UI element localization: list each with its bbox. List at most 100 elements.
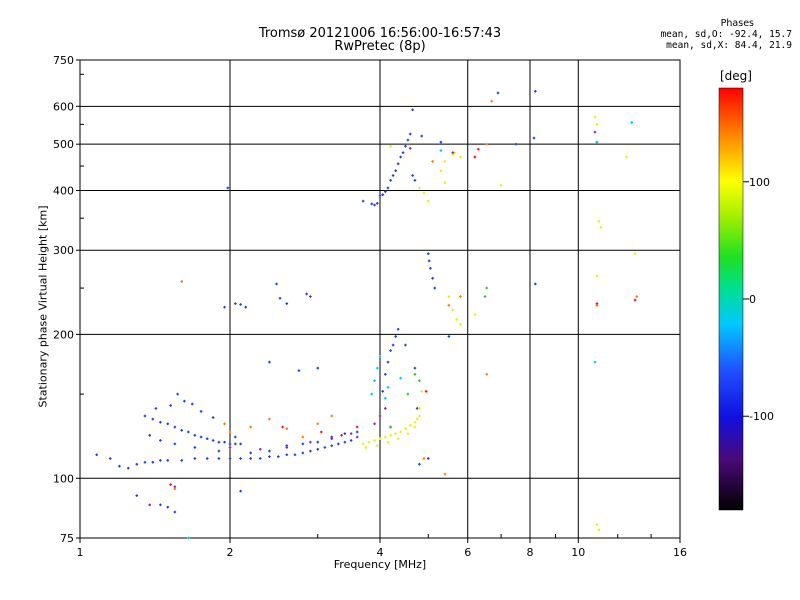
data-point — [173, 442, 177, 446]
data-point — [330, 444, 334, 447]
data-point — [268, 455, 271, 458]
data-point — [199, 410, 203, 413]
data-point — [143, 461, 147, 464]
data-point — [159, 439, 162, 442]
data-point — [166, 422, 170, 426]
data-point — [396, 162, 400, 166]
data-point — [420, 134, 423, 138]
data-point — [268, 417, 271, 421]
data-point — [217, 440, 221, 444]
data-point — [316, 447, 320, 451]
data-point — [205, 437, 209, 441]
data-point — [234, 442, 237, 446]
data-point — [211, 416, 215, 419]
data-point — [370, 202, 374, 206]
data-point — [316, 422, 320, 426]
data-point — [340, 434, 343, 437]
data-point — [211, 439, 215, 442]
data-point — [386, 186, 390, 190]
data-point — [418, 414, 421, 418]
data-point — [228, 446, 232, 449]
data-point — [431, 160, 434, 163]
data-point — [293, 453, 297, 457]
data-point — [228, 430, 232, 434]
data-point — [217, 457, 221, 460]
data-point — [180, 429, 184, 432]
x-tick-label: 4 — [377, 546, 384, 559]
data-point — [439, 140, 443, 144]
data-point — [154, 407, 158, 410]
data-point — [534, 282, 537, 286]
data-point — [309, 449, 312, 453]
data-point — [625, 155, 628, 159]
x-tick-label: 6 — [464, 546, 471, 559]
data-point — [285, 453, 289, 457]
data-point — [278, 296, 282, 300]
data-point — [443, 181, 447, 185]
data-point — [375, 202, 379, 205]
data-point — [413, 373, 417, 376]
colorbar-tick-label: 0 — [749, 293, 756, 306]
data-point — [633, 252, 637, 256]
data-point — [391, 174, 395, 177]
y-tick-label: 500 — [53, 138, 74, 151]
data-point — [593, 115, 597, 119]
data-point — [389, 144, 392, 148]
data-point — [597, 528, 601, 532]
data-point — [361, 199, 365, 203]
data-point — [367, 440, 371, 444]
y-tick-label: 400 — [53, 184, 74, 197]
data-point — [275, 282, 278, 286]
y-tick-label: 600 — [53, 100, 74, 113]
data-point — [148, 503, 152, 507]
data-point — [396, 437, 400, 441]
phase-statistics: Phases mean, sd,O: -92.4, 15.7 mean, sd,… — [562, 18, 792, 51]
y-axis-label: Stationary phase Virtual Height [km] — [36, 205, 50, 408]
data-point — [384, 190, 387, 193]
data-point — [239, 303, 242, 306]
data-point — [343, 432, 347, 435]
data-point — [404, 427, 407, 430]
data-point — [159, 503, 162, 507]
data-point — [190, 402, 194, 406]
data-point — [268, 360, 271, 364]
data-point — [413, 366, 417, 370]
data-point — [447, 335, 451, 338]
data-point — [373, 439, 376, 442]
data-point — [485, 373, 489, 376]
data-point — [455, 318, 458, 321]
data-point — [447, 304, 451, 307]
y-tick-label: 75 — [60, 532, 74, 545]
data-point — [443, 160, 447, 163]
data-point — [386, 386, 390, 389]
data-point — [427, 259, 431, 263]
data-point — [593, 360, 597, 364]
data-point — [228, 442, 232, 446]
data-point — [309, 440, 312, 444]
data-point — [239, 457, 242, 460]
data-point — [391, 343, 395, 347]
data-point — [337, 442, 340, 446]
data-point — [429, 266, 432, 270]
data-point — [159, 420, 162, 424]
data-point — [404, 343, 407, 347]
data-point — [373, 379, 376, 383]
data-point — [459, 155, 462, 159]
data-point — [285, 427, 289, 430]
data-point — [108, 457, 112, 460]
data-point — [378, 437, 382, 441]
data-point — [415, 417, 419, 421]
data-point — [239, 489, 242, 493]
data-point — [422, 191, 426, 195]
data-point — [169, 404, 172, 407]
data-point — [234, 302, 237, 305]
data-point — [384, 397, 387, 400]
y-tick-label: 750 — [53, 54, 74, 67]
data-point — [330, 414, 334, 418]
data-point — [320, 430, 323, 434]
axis-tick-labels: 1 2 4 6 8 10 16 75 100 200 300 400 500 600 750 — [53, 54, 687, 559]
data-point — [381, 390, 384, 393]
data-point — [420, 390, 423, 393]
data-point — [499, 184, 503, 187]
